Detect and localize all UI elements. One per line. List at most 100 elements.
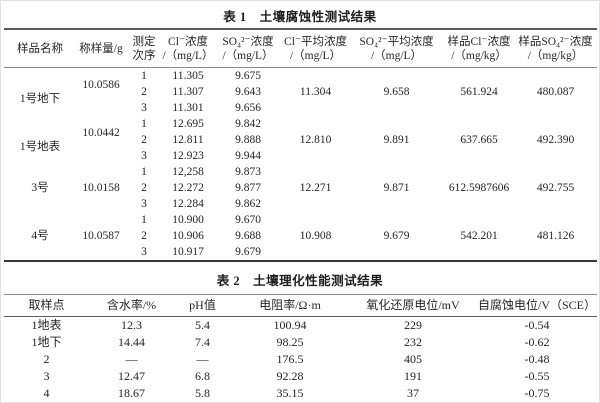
orp-cell: 232 [404, 335, 422, 349]
header-cell-order: 测定 次序 [126, 29, 162, 68]
point-cell: 1地表 [31, 318, 62, 332]
header-line1: 测定 [132, 35, 156, 48]
orp-cell: 37 [407, 386, 419, 400]
order-cell: 3 [141, 150, 147, 162]
so4-cell: 9.944 [235, 150, 261, 162]
ph-cell: 5.4 [195, 318, 210, 332]
so4-cell: 9.877 [235, 182, 261, 194]
orp-cell: 191 [404, 369, 422, 383]
sample-so4-cell: 481.126 [536, 230, 575, 242]
cl-cell: 12.695 [172, 118, 204, 130]
order-cell: 1 [141, 70, 147, 82]
sample-weight-cell: 10.0587 [76, 212, 126, 261]
table-row: 3号 10.0158 1 12,258 9.873 12.271 9.871 6… [4, 164, 597, 194]
header-cell-water: 含水率/% [106, 298, 157, 312]
order-cell: 2 [141, 182, 147, 194]
table-row: 4号 10.0587 1 10.900 9.670 10.908 9.679 5… [4, 212, 597, 242]
table1-body: 1号地下 10.0586 1 11.305 9.675 11.304 9.658… [4, 68, 597, 262]
sample-weight: 10.0586 [82, 79, 120, 91]
header-cell-so4: SO₄²⁻浓度/（mg/L） [214, 29, 282, 68]
header-cell-sample: 样品名称 [4, 29, 76, 68]
potential-cell: -0.62 [524, 335, 550, 349]
order-cell: 2 [141, 86, 147, 98]
cl-avg-cell: 10.908 [299, 230, 332, 242]
sample-cl-cell: 637.665 [460, 134, 498, 146]
header-line1: 样品SO₄²⁻浓度 [518, 35, 593, 48]
header-line1: 样品Cl⁻浓度 [447, 35, 511, 48]
table-row: 3 10.917 9.679 [4, 244, 597, 261]
so4-cell: 9.888 [235, 134, 261, 146]
cl-avg-cell: 12.271 [299, 182, 332, 194]
header-line1: Cl⁻浓度 [168, 35, 208, 48]
table-row: 2 12.272 9.877 [4, 180, 597, 196]
order-cell: 1 [141, 166, 147, 178]
header-cell-weight: 称样量/g [76, 29, 126, 68]
header-cell-sample-so4: 样品SO₄²⁻浓度/（mg/kg） [514, 29, 597, 68]
point-cell: 4 [43, 386, 50, 400]
cl-cell: 12.284 [172, 198, 204, 210]
sample-cl-cell: 542.201 [460, 230, 498, 242]
order-cell: 3 [141, 246, 147, 258]
water-cell: 12.3 [121, 318, 142, 332]
cl-cell: 11.307 [172, 86, 204, 98]
header-line2: /（mg/L） [162, 49, 214, 62]
table1-header: 样品名称 称样量/g 测定 次序 Cl⁻浓度/（mg/L） SO₄²⁻浓度/（mg… [4, 29, 597, 68]
sample-so4-cell: 492.755 [536, 182, 575, 194]
table-row: 2 — — 176.5 405 -0.48 [4, 351, 597, 368]
so4-cell: 9.688 [235, 230, 261, 242]
soil-corrosion-table: 样品名称 称样量/g 测定 次序 Cl⁻浓度/（mg/L） SO₄²⁻浓度/（mg… [4, 28, 597, 262]
header-cell-sample-cl: 样品Cl⁻浓度/（mg/kg） [444, 29, 514, 68]
sample-weight-cell: 10.0586 [76, 68, 126, 117]
water-cell: 12.47 [118, 369, 145, 383]
table1-title: 表 1 土壤腐蚀性测试结果 [223, 10, 377, 24]
table-row: 1地下 14.44 7.4 98.25 232 -0.62 [4, 334, 597, 351]
table2-header-row: 取样点 含水率/% pH值 电阻率/Ω·m 氧化还原电位/mV 自腐蚀电位/V（… [4, 295, 597, 317]
header-cell-so4-avg: SO₄²⁻平均浓度/（mg/L） [349, 29, 444, 68]
so4-cell: 9.656 [235, 102, 261, 114]
point-cell: 1地下 [31, 335, 62, 349]
header-cell-resistivity: 电阻率/Ω·m [259, 298, 321, 312]
cl-avg-cell: 12.810 [299, 134, 332, 146]
header-line1: SO₄²⁻浓度 [222, 35, 274, 48]
so4-cell: 9.675 [235, 70, 261, 82]
header-cell-potential: 自腐蚀电位/V（SCE） [477, 298, 596, 312]
so4-avg-cell: 9.891 [383, 134, 410, 146]
ph-cell: 5.8 [195, 386, 210, 400]
sample-name-cell: 4号 [4, 212, 76, 261]
header-cell-point: 取样点 [28, 298, 65, 312]
table-row: 1地表 12.3 5.4 100.94 229 -0.54 [4, 317, 597, 335]
sample-name: 1号地表 [19, 141, 61, 153]
order-cell: 1 [141, 214, 147, 226]
sample-so4-cell: 480.087 [536, 86, 575, 98]
header-line2: /（mg/L） [222, 49, 274, 62]
header-cell-orp: 氧化还原电位/mV [366, 298, 460, 312]
potential-cell: -0.54 [524, 318, 550, 332]
resistivity-cell: 35.15 [276, 386, 304, 400]
water-cell: 18.67 [118, 386, 145, 400]
orp-cell: 229 [404, 318, 422, 332]
cl-cell: 11.301 [172, 102, 204, 114]
ph-cell: 6.8 [195, 369, 210, 383]
table-row: 2 11.307 9.643 [4, 84, 597, 100]
resistivity-cell: 98.25 [276, 335, 304, 349]
so4-cell: 9.862 [235, 198, 261, 210]
sample-name: 3号 [31, 182, 49, 194]
resistivity-cell: 176.5 [276, 352, 304, 366]
cl-cell: 10.906 [172, 230, 204, 242]
ph-cell: 7.4 [195, 335, 210, 349]
point-cell: 2 [43, 352, 50, 366]
soil-physicochemical-table: 取样点 含水率/% pH值 电阻率/Ω·m 氧化还原电位/mV 自腐蚀电位/V（… [4, 294, 597, 403]
cl-cell: 12.811 [172, 134, 204, 146]
table2-body: 1地表 12.3 5.4 100.94 229 -0.54 1地下 14.44 … [4, 317, 597, 403]
so4-cell: 9.643 [235, 86, 261, 98]
sample-weight: 10.0442 [82, 127, 120, 139]
resistivity-cell: 100.94 [273, 318, 307, 332]
sample-name-cell: 1号地表 [4, 116, 76, 164]
table-row: 3 12.284 9.862 [4, 196, 597, 212]
potential-cell: -0.48 [524, 352, 550, 366]
header-cell-ph: pH值 [189, 298, 216, 312]
header-line1: 样品名称 [17, 42, 63, 55]
so4-avg-cell: 9.679 [383, 230, 410, 242]
sample-weight-cell: 10.0442 [76, 116, 126, 164]
